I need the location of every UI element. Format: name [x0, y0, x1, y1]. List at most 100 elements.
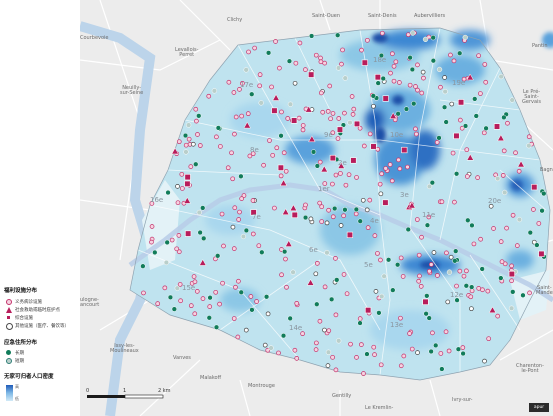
- welfare-point: [193, 106, 199, 112]
- shelter-point: [287, 101, 294, 107]
- welfare-point: [225, 165, 231, 171]
- welfare-point: [371, 344, 377, 350]
- welfare-point: [231, 90, 237, 95]
- welfare-point: [326, 207, 331, 213]
- welfare-point: [175, 200, 181, 206]
- welfare-point: [391, 63, 397, 69]
- welfare-point: [460, 345, 466, 350]
- welfare-point: [405, 32, 411, 38]
- legend-item-short-term: 短期: [6, 358, 24, 364]
- paris-boundary: [129, 27, 551, 381]
- welfare-point: [531, 207, 536, 212]
- welfare-point: [279, 109, 284, 115]
- shelter-point: [201, 235, 207, 242]
- integrated-facility-point: [361, 59, 368, 66]
- shelter-point: [281, 248, 288, 255]
- welfare-point: [294, 356, 300, 361]
- welfare-point: [281, 150, 287, 156]
- shelter-point: [443, 119, 449, 125]
- welfare-point: [229, 150, 234, 156]
- welfare-point: [445, 299, 451, 305]
- welfare-point: [265, 311, 271, 317]
- legend-item-long-term: 长期: [6, 350, 24, 356]
- integrated-facility-point: [401, 146, 408, 154]
- shelter-point: [495, 175, 501, 182]
- welfare-point: [269, 84, 274, 90]
- welfare-point: [341, 272, 347, 277]
- place-bagnolet: Bagn: [540, 167, 553, 173]
- welfare-point: [169, 237, 175, 243]
- shelter-point: [206, 315, 212, 321]
- welfare-point: [478, 91, 483, 96]
- welfare-point: [407, 331, 412, 336]
- shelter-point: [469, 222, 475, 229]
- welfare-point: [300, 331, 305, 337]
- shelter-point: [287, 315, 293, 322]
- arr-6: 6e: [309, 246, 318, 254]
- welfare-point: [335, 136, 341, 141]
- welfare-point: [375, 251, 380, 256]
- welfare-point: [284, 284, 289, 290]
- shelter-point: [469, 284, 475, 290]
- welfare-point: [330, 354, 335, 360]
- arr-19: 19e: [452, 79, 466, 87]
- shelter-point: [185, 122, 192, 128]
- shelter-point: [243, 227, 250, 234]
- welfare-point: [475, 175, 480, 180]
- shelter-point: [152, 249, 158, 256]
- shelter-point: [462, 34, 468, 41]
- welfare-point: [174, 246, 180, 252]
- integrated-facility-point: [350, 157, 357, 164]
- welfare-point: [214, 134, 219, 140]
- shelter-point: [211, 88, 218, 94]
- welfare-point: [314, 260, 320, 266]
- welfare-point: [237, 209, 242, 215]
- welfare-point: [354, 355, 359, 360]
- welfare-point: [285, 116, 291, 121]
- shelter-point: [364, 351, 370, 357]
- map[interactable]: Clichy Saint-Ouen Saint-Denis Aubervilli…: [80, 0, 553, 416]
- welfare-point: [237, 87, 242, 92]
- welfare-point: [502, 261, 508, 267]
- shelter-point: [240, 233, 247, 240]
- arr-10: 10e: [390, 131, 404, 139]
- welfare-point: [221, 243, 226, 249]
- welfare-point: [330, 111, 336, 116]
- welfare-point: [398, 315, 403, 321]
- shelter-point: [263, 294, 270, 300]
- welfare-point: [217, 301, 222, 307]
- shelter-point: [310, 149, 317, 155]
- integrated-facility-point: [353, 120, 361, 127]
- welfare-point: [300, 127, 306, 133]
- welfare-point: [357, 316, 363, 321]
- welfare-point: [274, 145, 280, 151]
- shelter-point: [510, 289, 516, 295]
- pink-dot-icon: [6, 299, 12, 305]
- welfare-point: [371, 103, 376, 109]
- welfare-point: [254, 299, 259, 304]
- welfare-point: [250, 198, 256, 203]
- welfare-point: [359, 47, 364, 53]
- density-core: [372, 32, 553, 269]
- shelter-point: [428, 348, 434, 355]
- social-aid-point: [199, 258, 207, 266]
- shelter-point: [165, 189, 171, 196]
- welfare-point: [501, 148, 507, 154]
- welfare-point: [322, 327, 327, 333]
- shelter-point: [405, 226, 411, 233]
- integrated-facility-point: [329, 154, 336, 162]
- social-aid-point: [337, 161, 345, 169]
- shelter-point: [215, 125, 222, 131]
- triangle-icon: [6, 307, 12, 313]
- shelter-point: [357, 320, 363, 326]
- shelter-point: [424, 293, 430, 299]
- welfare-point: [276, 350, 281, 356]
- welfare-point: [308, 216, 314, 222]
- welfare-point: [509, 278, 514, 284]
- social-aid-point: [408, 201, 416, 209]
- welfare-point: [346, 172, 352, 178]
- shelter-point: [268, 345, 274, 351]
- shelter-point: [455, 346, 462, 352]
- welfare-point: [419, 234, 424, 240]
- social-aid-point: [243, 121, 251, 129]
